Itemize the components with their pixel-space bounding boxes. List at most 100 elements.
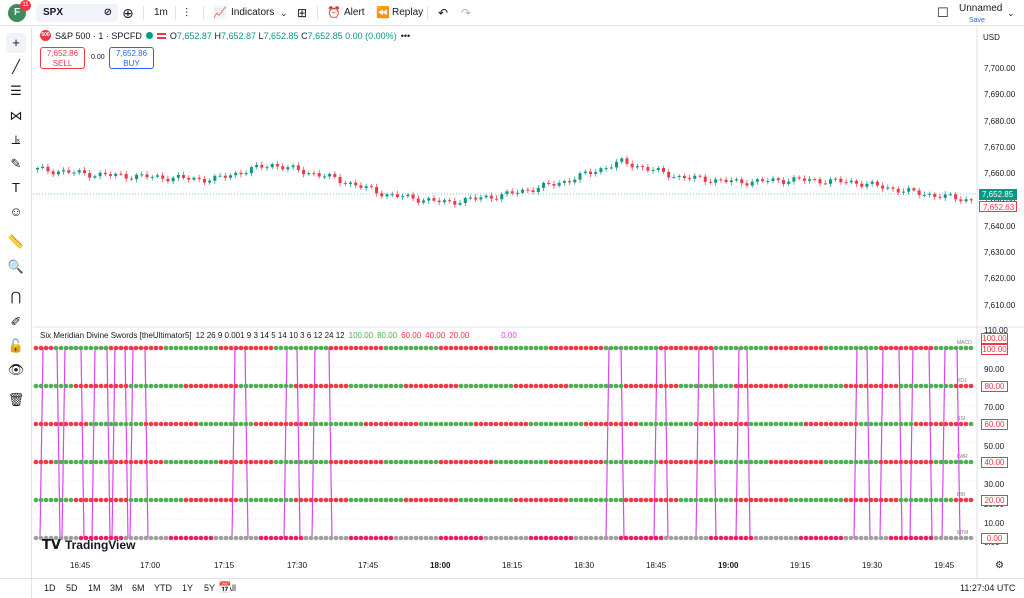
currency-selector[interactable]: USD (975, 30, 1015, 46)
magnet-icon[interactable]: ⋂ (10, 289, 22, 304)
legend-title[interactable]: S&P 500 · 1 · SPCFD (55, 30, 142, 41)
trash-icon[interactable]: 🗑 (7, 392, 25, 407)
indicator-dot (703, 421, 709, 427)
layout-square-icon[interactable]: ☐ (937, 5, 949, 20)
indicator-dot (643, 383, 649, 389)
indicator-dot (113, 459, 119, 465)
buy-button[interactable]: 7,652.86 BUY (109, 47, 154, 69)
indicator-dot (253, 421, 259, 427)
indicator-dot (918, 497, 924, 503)
indicator-dot (393, 535, 399, 541)
indicator-dot (928, 421, 934, 427)
prediction-icon[interactable]: ⫡ (11, 132, 21, 147)
brush-icon[interactable]: ✎ (10, 156, 22, 171)
candle-body (729, 180, 733, 183)
replay-button[interactable]: Replay (392, 7, 424, 18)
indicator-dot (868, 497, 874, 503)
indicator-dot (678, 459, 684, 465)
watchlist-add-icon[interactable]: ⊘ (103, 7, 112, 18)
layout-grid-icon[interactable]: ⊞ (297, 6, 308, 20)
indicator-dot (683, 383, 689, 389)
indicator-dot (538, 345, 544, 351)
chevron-down-icon[interactable]: ⌄ (280, 8, 288, 18)
indicator-dot (228, 459, 234, 465)
indicator-dot (763, 383, 769, 389)
crosshair-icon[interactable]: + (6, 33, 26, 53)
candle-body (844, 182, 848, 184)
indicator-dot (543, 535, 549, 541)
indicator-dot (523, 383, 529, 389)
indicator-dot (368, 383, 374, 389)
indicator-dot (673, 421, 679, 427)
indicator-dot (193, 345, 199, 351)
redo-icon[interactable]: ↷ (461, 6, 472, 20)
indicators-button[interactable]: Indicators (231, 7, 275, 18)
range-button-1y[interactable]: 1Y (182, 583, 194, 593)
alarm-clock-icon[interactable]: ⏰ (327, 7, 341, 19)
indicator-dot (873, 421, 879, 427)
text-icon[interactable]: T (12, 180, 20, 195)
eye-icon[interactable]: 👁 (7, 362, 25, 377)
indicator-dot (288, 383, 294, 389)
indicator-dot (918, 459, 924, 465)
undo-icon[interactable]: ↶ (438, 6, 449, 20)
range-button-6m[interactable]: 6M (132, 583, 145, 593)
indicator-dot (113, 497, 119, 503)
indicator-dot (883, 535, 889, 541)
range-button-ytd[interactable]: YTD (154, 583, 172, 593)
candle-body (781, 180, 785, 184)
indicator-dot (143, 459, 149, 465)
range-button-5d[interactable]: 5D (66, 583, 78, 593)
indicators-icon[interactable]: 📈 (213, 7, 227, 19)
layout-save-link[interactable]: Save (969, 17, 985, 24)
lock-icon[interactable]: 🔓 (7, 338, 25, 353)
range-button-1m[interactable]: 1M (88, 583, 101, 593)
indicator-dot (138, 383, 144, 389)
emoji-icon[interactable]: ☺ (9, 204, 23, 219)
alert-button[interactable]: Alert (344, 7, 365, 18)
sell-button[interactable]: 7,652.86 SELL (40, 47, 85, 69)
chevron-down-icon[interactable]: ⌄ (1007, 8, 1015, 18)
range-button-all[interactable]: All (226, 583, 237, 593)
indicator-name[interactable]: Six Meridian Divine Swords [theUltimator… (40, 331, 192, 340)
indicator-dot (448, 535, 454, 541)
indicator-dot (858, 383, 864, 389)
range-button-1d[interactable]: 1D (44, 583, 56, 593)
range-button-3m[interactable]: 3M (110, 583, 123, 593)
goto-date-icon[interactable]: 📅 (218, 582, 232, 594)
trend-line-icon[interactable]: ╱ (12, 59, 20, 74)
indicator-dot (243, 421, 249, 427)
indicator-dot (933, 497, 939, 503)
indicator-dot (538, 497, 544, 503)
indicator-dot (798, 345, 804, 351)
replay-rewind-icon[interactable]: ⏪ (376, 7, 390, 19)
indicator-dot (453, 535, 459, 541)
legend-more-icon[interactable]: ••• (400, 30, 411, 41)
indicator-dot (738, 535, 744, 541)
pattern-icon[interactable]: ⋈ (9, 108, 23, 123)
indicator-dot (333, 459, 339, 465)
candle-body (922, 194, 926, 196)
indicator-dot (753, 459, 759, 465)
range-button-5y[interactable]: 5Y (204, 583, 216, 593)
candle-body (401, 196, 405, 198)
symbol-search[interactable]: SPX ⊘ (36, 4, 118, 22)
indicator-dot (73, 459, 79, 465)
clock[interactable]: 11:27:04 UTC (960, 583, 1016, 593)
indicator-dot (223, 421, 229, 427)
indicator-dot (723, 497, 729, 503)
compare-plus-icon[interactable]: ⊕ (122, 5, 134, 21)
settings-gear-icon[interactable]: ⚙ (995, 560, 1004, 571)
zoom-in-icon[interactable]: 🔍 (7, 259, 25, 274)
layout-name[interactable]: Unnamed Save (959, 3, 1002, 24)
indicator-dot (673, 345, 679, 351)
indicator-dot (943, 421, 949, 427)
candles-icon[interactable]: ⫶ (185, 6, 189, 20)
lock-drawing-icon[interactable]: ✐ (10, 314, 22, 329)
fib-retracement-icon[interactable]: ☰ (10, 83, 22, 98)
ruler-icon[interactable]: 📏 (7, 234, 25, 249)
user-avatar[interactable]: F 11 (8, 0, 31, 22)
interval-button[interactable]: 1m (154, 7, 168, 18)
candle-body (354, 182, 358, 186)
